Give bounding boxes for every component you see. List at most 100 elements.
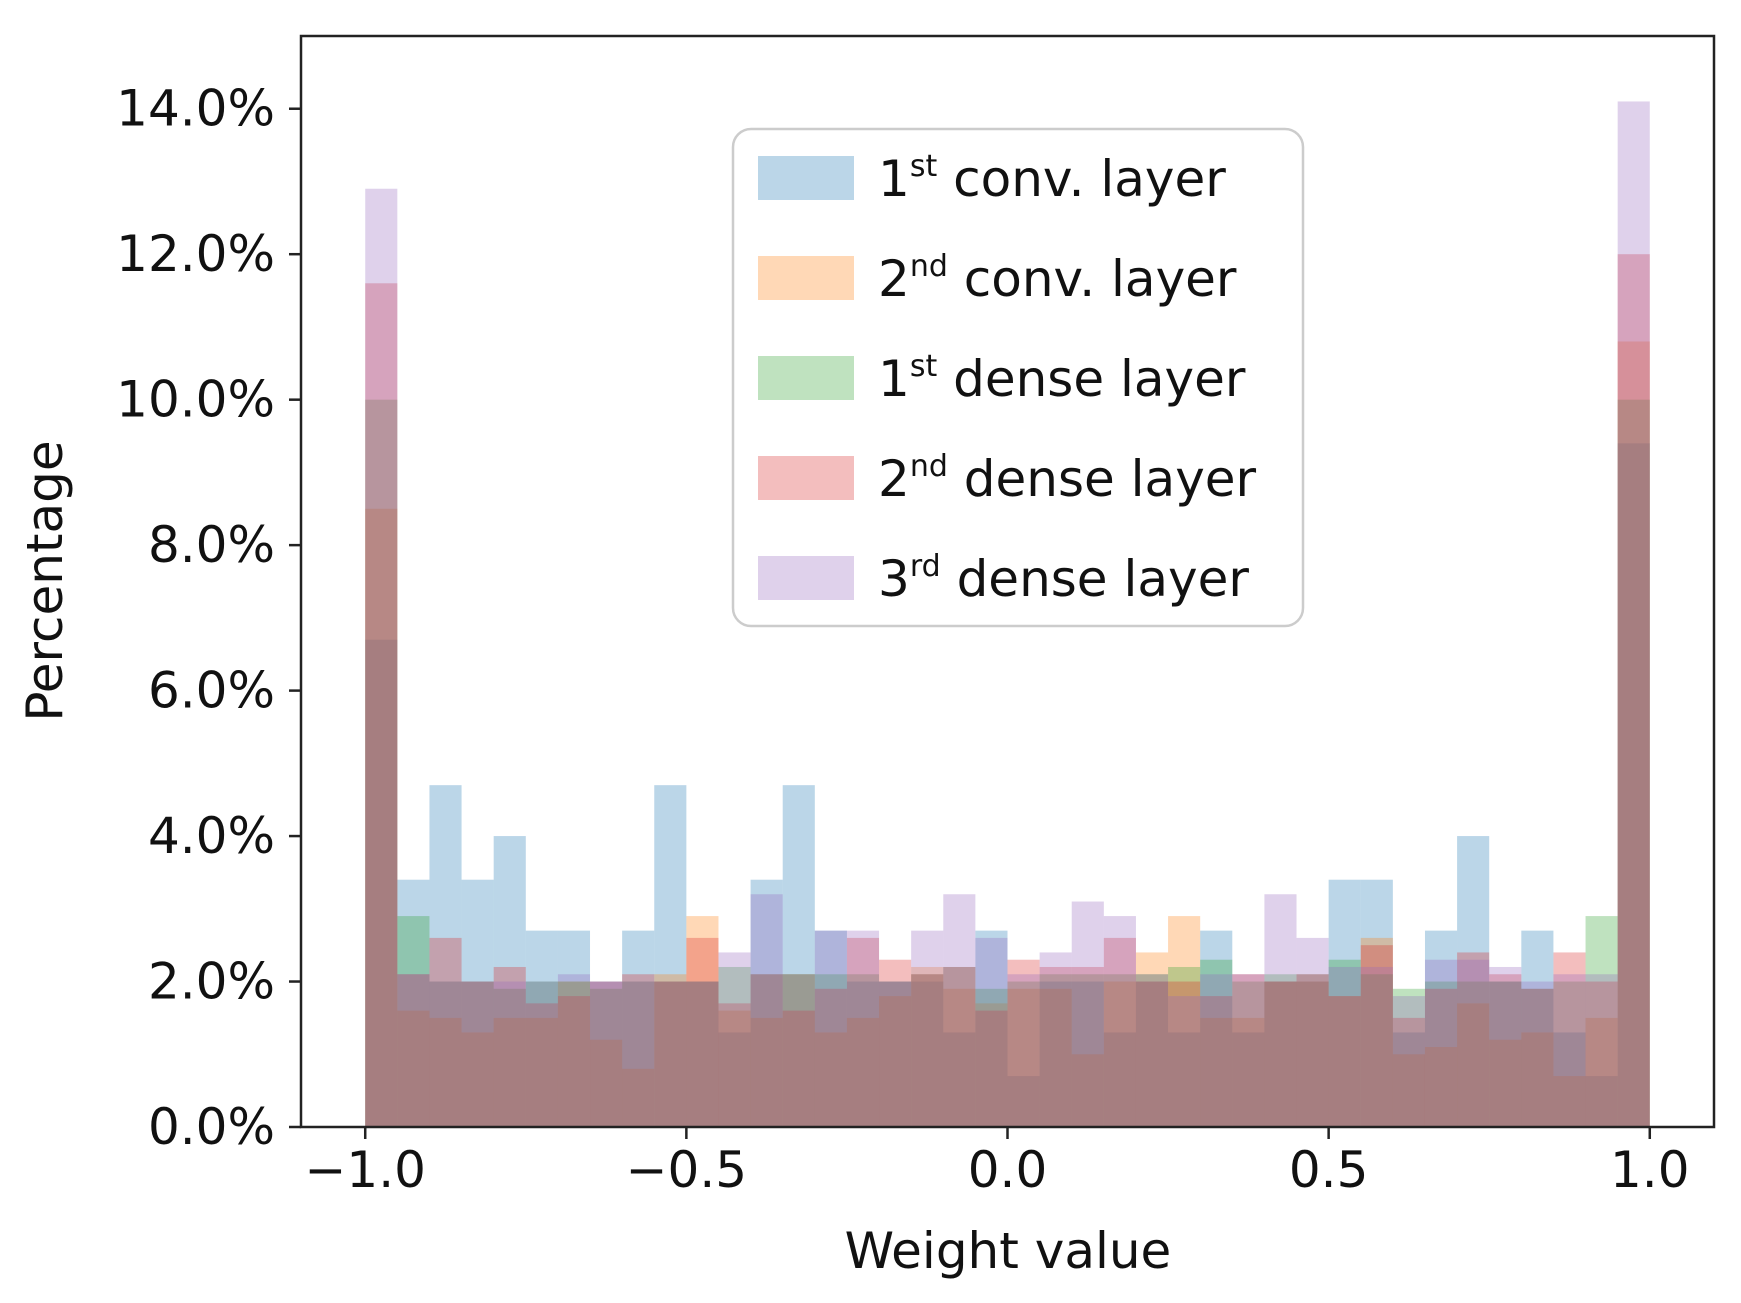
x-tick-label: −0.5 bbox=[626, 1141, 747, 1199]
bar-series-4-bin-23 bbox=[1071, 966, 1104, 1127]
bar-series-4-bin-28 bbox=[1232, 974, 1265, 1127]
bar-series-3-bin-28 bbox=[1232, 981, 1265, 1127]
bar-series-2-bin-39 bbox=[1585, 1017, 1618, 1127]
y-tick-label: 12.0% bbox=[116, 225, 275, 283]
bar-series-1-bin-2 bbox=[397, 879, 430, 1127]
bar-series-5-bin-27 bbox=[1200, 974, 1233, 1127]
bar-series-2-bin-29 bbox=[1264, 981, 1297, 1127]
bar-series-5-bin-26 bbox=[1168, 996, 1201, 1127]
bar-series-2-bin-36 bbox=[1489, 1039, 1522, 1127]
y-tick-label: 0.0% bbox=[148, 1098, 275, 1156]
bar-series-2-bin-32 bbox=[1360, 937, 1393, 1127]
bar-series-3-bin-10 bbox=[654, 981, 687, 1127]
legend-label-rest: dense layer bbox=[941, 550, 1250, 608]
bar-series-1-bin-10 bbox=[654, 785, 687, 1127]
bar-series-3-bin-32 bbox=[1360, 974, 1393, 1127]
bar-series-1-bin-27 bbox=[1200, 930, 1233, 1127]
bar-series-4-bin-8 bbox=[590, 981, 623, 1127]
bar-series-5-bin-14 bbox=[782, 974, 815, 1127]
bar-series-5-bin-33 bbox=[1392, 996, 1425, 1127]
bar-series-2-bin-17 bbox=[879, 996, 912, 1127]
legend-label-rest: conv. layer bbox=[948, 250, 1237, 308]
bar-series-1-bin-24 bbox=[1103, 1032, 1136, 1127]
bar-series-5-bin-37 bbox=[1521, 981, 1554, 1127]
bar-series-2-bin-1 bbox=[365, 508, 398, 1127]
legend-box bbox=[731, 127, 1305, 628]
bar-series-3-bin-15 bbox=[814, 974, 847, 1127]
bar-series-3-bin-16 bbox=[846, 974, 880, 1127]
legend-label-sup: st bbox=[910, 149, 938, 184]
bar-series-3-bin-38 bbox=[1553, 981, 1586, 1127]
bar-series-1-bin-32 bbox=[1360, 879, 1393, 1127]
bar-series-2-bin-37 bbox=[1521, 1032, 1554, 1127]
bar-series-4-bin-18 bbox=[911, 974, 944, 1127]
x-tick-label: 0.0 bbox=[968, 1141, 1048, 1199]
bar-series-2-bin-13 bbox=[750, 1017, 783, 1127]
bar-series-2-bin-25 bbox=[1135, 952, 1169, 1127]
bar-series-3-bin-12 bbox=[718, 966, 751, 1127]
bar-series-5-bin-4 bbox=[461, 981, 494, 1127]
bar-series-2-bin-40 bbox=[1617, 341, 1650, 1128]
bar-series-4-bin-13 bbox=[750, 974, 783, 1127]
series-1 bbox=[365, 443, 1650, 1128]
bar-series-4-bin-20 bbox=[975, 1010, 1008, 1127]
bar-series-5-bin-34 bbox=[1424, 959, 1458, 1127]
legend-label: 1st conv. layer bbox=[878, 149, 1226, 208]
bar-series-5-bin-31 bbox=[1328, 966, 1361, 1127]
bars-layer bbox=[365, 101, 1650, 1128]
bar-series-3-bin-2 bbox=[397, 916, 430, 1127]
bar-series-4-bin-31 bbox=[1328, 996, 1361, 1127]
bar-series-2-bin-14 bbox=[782, 974, 815, 1127]
series-3 bbox=[365, 399, 1650, 1128]
bar-series-1-bin-31 bbox=[1328, 879, 1361, 1127]
bar-series-2-bin-30 bbox=[1296, 981, 1329, 1127]
bar-series-2-bin-5 bbox=[493, 1017, 526, 1127]
bar-series-3-bin-20 bbox=[975, 988, 1008, 1127]
bar-series-5-bin-15 bbox=[814, 930, 847, 1127]
bar-series-3-bin-4 bbox=[461, 981, 494, 1127]
bar-series-4-bin-14 bbox=[782, 1010, 815, 1127]
x-axis-label: Weight value bbox=[845, 1222, 1172, 1280]
bar-series-2-bin-35 bbox=[1457, 1003, 1490, 1127]
bar-series-1-bin-15 bbox=[814, 930, 847, 1127]
bar-series-3-bin-18 bbox=[911, 974, 944, 1127]
bar-series-5-bin-18 bbox=[911, 930, 944, 1127]
bar-series-3-bin-35 bbox=[1457, 981, 1490, 1127]
y-axis-label: Percentage bbox=[16, 440, 74, 721]
y-tick-label: 10.0% bbox=[116, 371, 275, 429]
bar-series-1-bin-30 bbox=[1296, 981, 1329, 1127]
bar-series-4-bin-27 bbox=[1200, 996, 1233, 1127]
bar-series-5-bin-20 bbox=[975, 937, 1008, 1127]
bar-series-5-bin-8 bbox=[590, 981, 623, 1127]
legend-swatch bbox=[758, 456, 854, 500]
bar-series-1-bin-22 bbox=[1039, 981, 1072, 1127]
bar-series-3-bin-5 bbox=[493, 988, 526, 1127]
bar-series-1-bin-34 bbox=[1424, 930, 1458, 1127]
bar-series-2-bin-20 bbox=[975, 1003, 1008, 1127]
bar-series-2-bin-31 bbox=[1328, 996, 1361, 1127]
bar-series-4-bin-39 bbox=[1585, 981, 1618, 1127]
bar-series-4-bin-11 bbox=[686, 937, 719, 1127]
bar-series-1-bin-35 bbox=[1457, 836, 1490, 1127]
bar-series-1-bin-8 bbox=[590, 981, 623, 1127]
bar-series-1-bin-26 bbox=[1168, 1032, 1201, 1127]
bar-series-5-bin-23 bbox=[1071, 901, 1104, 1127]
bar-series-2-bin-33 bbox=[1392, 1054, 1425, 1127]
bar-series-4-bin-26 bbox=[1168, 981, 1201, 1127]
bar-series-2-bin-38 bbox=[1553, 1076, 1586, 1127]
bar-series-2-bin-19 bbox=[943, 988, 976, 1127]
bar-series-5-bin-9 bbox=[622, 981, 655, 1127]
bar-series-3-bin-21 bbox=[1007, 981, 1040, 1127]
bar-series-4-bin-17 bbox=[879, 959, 912, 1127]
bar-series-3-bin-29 bbox=[1264, 974, 1297, 1127]
bar-series-2-bin-4 bbox=[461, 1032, 494, 1127]
bar-series-4-bin-1 bbox=[365, 283, 398, 1127]
plot-frame bbox=[299, 34, 1716, 1129]
bar-series-5-bin-5 bbox=[493, 981, 526, 1127]
bar-series-1-bin-21 bbox=[1007, 1076, 1040, 1127]
legend-label-base: 1 bbox=[878, 150, 910, 208]
bar-series-3-bin-31 bbox=[1328, 959, 1361, 1127]
y-tick-label: 2.0% bbox=[148, 953, 275, 1011]
bar-series-1-bin-33 bbox=[1392, 1032, 1425, 1127]
bar-series-5-bin-10 bbox=[654, 981, 687, 1127]
